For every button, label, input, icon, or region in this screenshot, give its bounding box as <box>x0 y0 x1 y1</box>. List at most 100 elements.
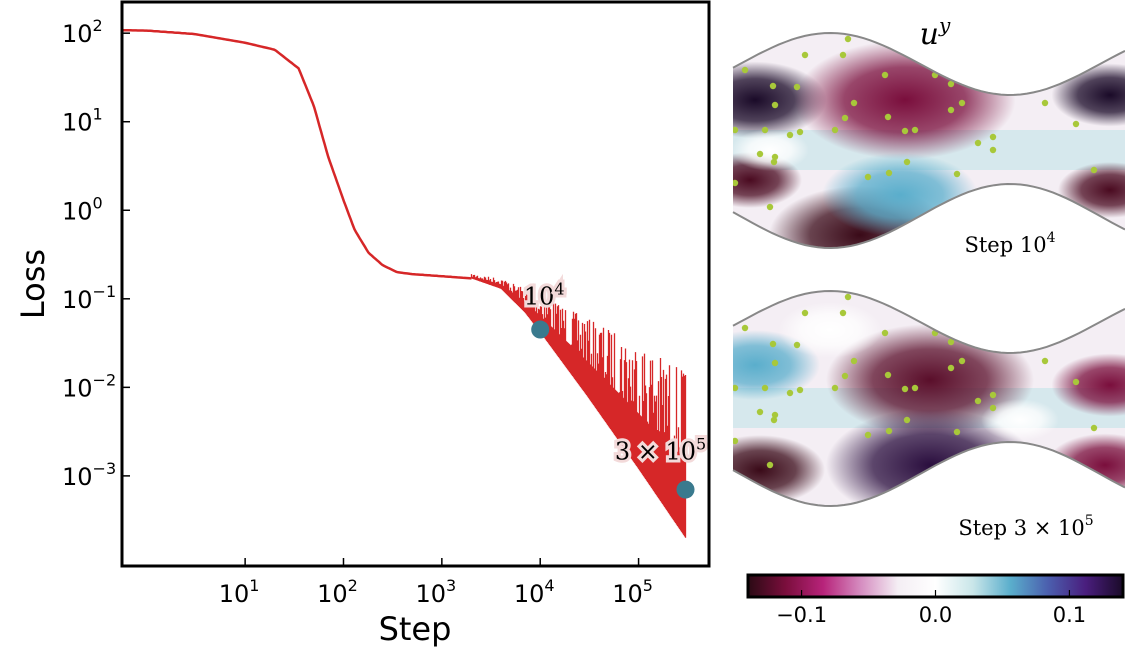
collocation-point <box>881 329 889 337</box>
tick-base: 10 <box>219 580 250 608</box>
tick-exp: −1 <box>93 282 117 301</box>
field-region <box>826 324 1034 436</box>
tick-base: 10 <box>612 580 643 608</box>
panel-label-1: Step 104 <box>964 230 1055 257</box>
collocation-point <box>796 386 804 394</box>
field-title: uy <box>920 13 951 52</box>
collocation-point <box>761 126 769 134</box>
collocation-point <box>911 126 919 134</box>
checkpoint-marker <box>531 320 550 339</box>
colorbar-tick-label: 0.0 <box>919 603 952 627</box>
loss-line <box>122 28 472 280</box>
y-tick-label: 10−1 <box>62 282 116 314</box>
field-region <box>822 153 978 237</box>
y-tick-label: 10−3 <box>62 459 116 491</box>
collocation-point <box>958 99 966 107</box>
collocation-point <box>844 293 852 301</box>
collocation-point <box>989 391 997 399</box>
field-region <box>928 33 1032 88</box>
colorbar-tick-label: 0.1 <box>1053 603 1086 627</box>
tick-exp: −2 <box>93 370 117 389</box>
collocation-point <box>989 146 997 154</box>
tick-exp: 1 <box>93 105 103 124</box>
field-region <box>981 399 1059 441</box>
tick-exp: 4 <box>544 576 554 595</box>
collocation-point <box>801 51 809 59</box>
collocation-point <box>903 158 911 166</box>
collocation-point <box>831 126 839 134</box>
collocation-point <box>989 404 997 412</box>
collocation-point <box>947 364 955 372</box>
label-exp: 5 <box>696 435 706 454</box>
collocation-point <box>796 128 804 136</box>
colorbar: −0.1 0.0 0.1 <box>746 573 1125 627</box>
colorbar-tick-label: −0.1 <box>776 603 827 627</box>
field-region <box>733 61 827 139</box>
collocation-point <box>769 340 777 348</box>
collocation-point <box>756 408 764 416</box>
collocation-point <box>844 35 852 43</box>
collocation-point <box>769 82 777 90</box>
collocation-point <box>766 203 774 211</box>
field-region <box>1051 353 1125 417</box>
collocation-point <box>1072 378 1080 386</box>
field-panel-1 <box>733 33 1125 248</box>
field-region <box>733 435 825 505</box>
collocation-point <box>884 113 892 121</box>
tick-base: 10 <box>62 286 93 314</box>
collocation-point <box>974 139 982 147</box>
y-tick-label: 101 <box>62 105 103 137</box>
collocation-point <box>733 126 739 134</box>
loss-oscillation-fill <box>471 276 686 538</box>
collocation-point <box>947 338 955 346</box>
collocation-point <box>901 385 909 393</box>
x-tick-label: 104 <box>514 576 555 608</box>
collocation-point <box>989 133 997 141</box>
collocation-point <box>1041 357 1049 365</box>
x-tick-label: 103 <box>415 576 456 608</box>
collocation-point <box>741 324 749 332</box>
collocation-point <box>947 80 955 88</box>
collocation-point <box>958 357 966 365</box>
tick-exp: 3 <box>446 576 456 595</box>
tick-exp: 0 <box>93 193 103 212</box>
y-tick-label: 10−2 <box>62 370 116 402</box>
tick-base: 10 <box>415 580 446 608</box>
label-base: 10 <box>524 283 555 311</box>
tick-base: 10 <box>62 197 93 225</box>
field-panels <box>732 31 1125 508</box>
collocation-point <box>841 114 849 122</box>
x-tick-label: 102 <box>317 576 358 608</box>
collocation-point <box>864 431 872 439</box>
field-region <box>1051 63 1125 127</box>
field-region <box>733 129 809 171</box>
x-tick-label: 101 <box>219 576 260 608</box>
channel-bottom-wall <box>732 182 1125 250</box>
collocation-point <box>771 359 779 367</box>
collocation-point <box>831 384 839 392</box>
collocation-point <box>1072 120 1080 128</box>
collocation-point <box>756 150 764 158</box>
x-tick-label: 105 <box>612 576 653 608</box>
x-axis-label: Step <box>379 610 452 648</box>
channel-bottom-wall <box>732 440 1125 508</box>
y-tick-label: 100 <box>62 193 103 225</box>
collocation-point <box>953 170 961 178</box>
collocation-point <box>1041 99 1049 107</box>
field-region <box>733 330 820 400</box>
collocation-point <box>1090 424 1098 432</box>
tick-base: 10 <box>62 374 93 402</box>
collocation-point <box>839 51 847 59</box>
collocation-point <box>903 416 911 424</box>
collocation-point <box>901 127 909 135</box>
tick-base: 10 <box>62 463 93 491</box>
tick-exp: 2 <box>348 576 358 595</box>
tick-base: 10 <box>62 20 93 48</box>
checkpoint-marker <box>676 480 695 499</box>
tick-base: 10 <box>62 109 93 137</box>
collocation-point <box>953 428 961 436</box>
collocation-point <box>1090 166 1098 174</box>
